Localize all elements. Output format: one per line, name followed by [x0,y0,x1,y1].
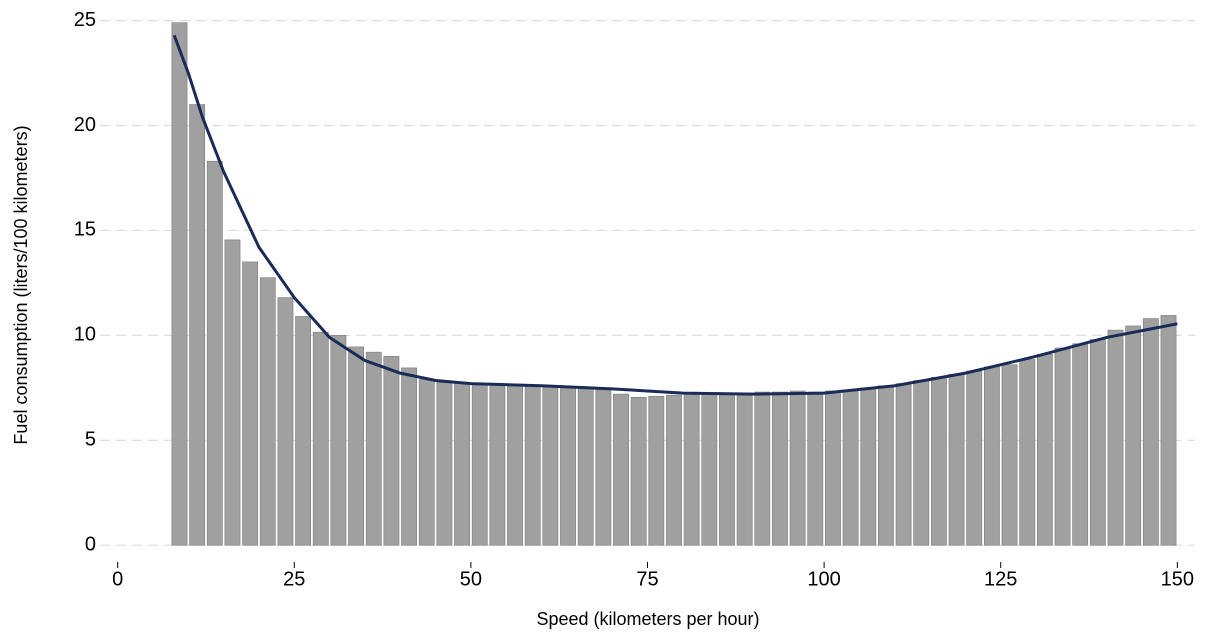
bar [524,385,541,546]
bar [1107,329,1124,546]
bar [895,383,912,546]
bar [418,379,435,546]
bar [966,370,983,546]
bar [1142,318,1159,546]
x-tick-label: 25 [283,568,305,590]
bar [348,346,364,546]
bar [1019,359,1036,546]
fit-line [172,34,1178,396]
bar [913,380,930,546]
bar [948,373,965,546]
x-tick-label: 50 [460,568,482,590]
x-tick-label: 75 [636,568,658,590]
y-tick-label: 20 [74,114,96,136]
bar [277,297,294,546]
bar [507,385,523,546]
y-axis-title: Fuel consumption (liters/100 kilometers) [11,125,31,444]
bar [648,395,665,546]
bar [542,385,559,546]
x-tick-label: 125 [984,568,1017,590]
bar [630,396,647,546]
bar [666,394,682,546]
bar [1036,353,1053,546]
bar [330,335,347,546]
bar [189,104,206,546]
bar [560,386,576,546]
bar [1001,364,1018,546]
bar [860,387,877,546]
bar [206,160,223,546]
x-tick-label: 0 [112,568,123,590]
x-tick-label: 100 [807,568,840,590]
bar [471,383,488,546]
x-tick-label: 150 [1161,568,1194,590]
bar [736,392,753,546]
bar [807,391,824,546]
x-axis-title: Speed (kilometers per hour) [536,609,759,629]
bar [171,22,188,546]
bar [772,391,788,546]
bar [754,391,771,546]
bar [984,366,1000,546]
y-tick-label: 5 [85,429,96,451]
bar [878,385,894,546]
bar [224,239,241,546]
bar [1072,343,1089,546]
bar [577,387,594,546]
bar [454,383,470,546]
bar [595,389,612,546]
bar [789,390,806,546]
bar [613,393,629,546]
bar [701,393,718,546]
bar [401,367,417,546]
bar [1054,347,1071,546]
bar [931,377,947,546]
bar [1160,315,1177,546]
bar [1125,325,1142,546]
bar [295,316,311,546]
bar [436,382,453,546]
bar [683,393,700,546]
bar [825,390,841,546]
bar [383,356,400,546]
bar [1089,339,1106,546]
y-tick-label: 0 [85,533,96,555]
y-tick-label: 15 [74,219,96,241]
bar [489,384,506,546]
bar [259,277,276,546]
bar [842,389,859,546]
y-tick-label: 25 [74,9,96,31]
bar [719,393,735,546]
bar [312,331,329,546]
y-tick-label: 10 [74,324,96,346]
bar [242,261,259,546]
bar [365,351,382,546]
